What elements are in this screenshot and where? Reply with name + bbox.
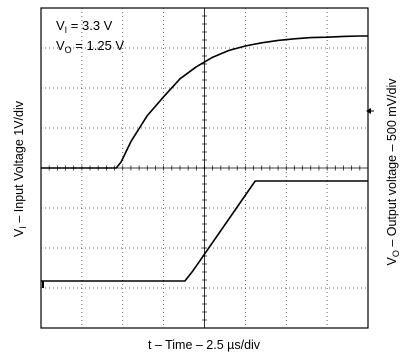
left-axis-label: VI – Input Voltage 1V/div [12, 100, 28, 237]
right-axis-label: VO – Output voltage – 500 mV/div [385, 78, 401, 266]
trace-vi [41, 35, 368, 169]
trigger-marker [366, 108, 374, 114]
trace-vo [41, 180, 368, 282]
x-axis-label: t – Time – 2.5 µs/div [148, 338, 261, 352]
annotation-vo: VO = 1.25 V [56, 38, 124, 55]
traces [41, 35, 368, 282]
annotation-vi: VI = 3.3 V [56, 18, 113, 35]
